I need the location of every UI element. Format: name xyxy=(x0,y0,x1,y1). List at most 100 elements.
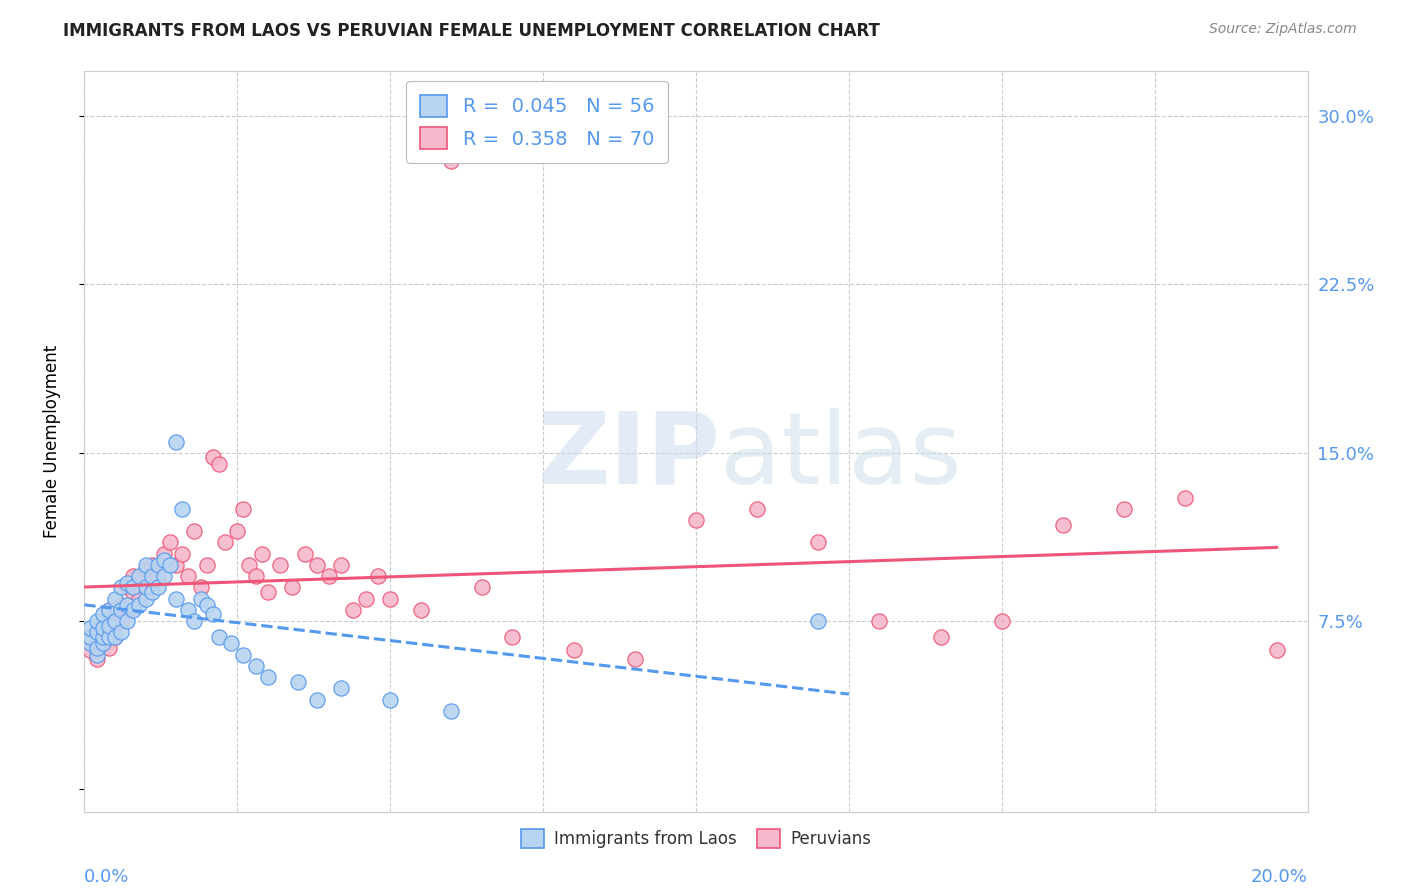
Point xyxy=(115,575,138,590)
Point xyxy=(86,652,108,666)
Point xyxy=(380,692,402,706)
Point xyxy=(562,643,585,657)
Point xyxy=(97,640,120,655)
Point xyxy=(86,614,108,628)
Point xyxy=(177,569,200,583)
Point xyxy=(104,630,127,644)
Point xyxy=(165,558,187,572)
Point xyxy=(104,614,127,628)
Point xyxy=(190,591,212,606)
Point xyxy=(354,591,377,606)
Point xyxy=(367,569,389,583)
Point xyxy=(97,603,120,617)
Point xyxy=(190,580,212,594)
Point xyxy=(869,614,891,628)
Point xyxy=(91,636,114,650)
Point xyxy=(238,558,260,572)
Point xyxy=(807,614,830,628)
Point xyxy=(195,599,218,613)
Text: 20.0%: 20.0% xyxy=(1251,868,1308,886)
Point xyxy=(201,607,224,622)
Point xyxy=(135,580,157,594)
Point xyxy=(91,630,114,644)
Point xyxy=(97,618,120,632)
Point xyxy=(807,535,830,549)
Point xyxy=(214,535,236,549)
Point xyxy=(128,591,150,606)
Point xyxy=(128,575,150,590)
Point xyxy=(141,569,163,583)
Point xyxy=(219,636,242,650)
Point xyxy=(287,674,309,689)
Point xyxy=(91,636,114,650)
Point xyxy=(183,524,205,539)
Point xyxy=(135,562,157,576)
Point xyxy=(159,558,181,572)
Point xyxy=(104,591,127,606)
Point xyxy=(146,580,169,594)
Point xyxy=(183,614,205,628)
Point xyxy=(141,585,163,599)
Point xyxy=(685,513,707,527)
Point xyxy=(122,580,145,594)
Point xyxy=(330,558,353,572)
Point xyxy=(245,569,267,583)
Point xyxy=(115,603,138,617)
Point xyxy=(128,569,150,583)
Point xyxy=(91,625,114,640)
Point xyxy=(342,603,364,617)
Point xyxy=(747,501,769,516)
Point xyxy=(135,580,157,594)
Point xyxy=(79,621,101,635)
Point xyxy=(79,643,101,657)
Point xyxy=(226,524,249,539)
Point xyxy=(440,704,463,718)
Text: IMMIGRANTS FROM LAOS VS PERUVIAN FEMALE UNEMPLOYMENT CORRELATION CHART: IMMIGRANTS FROM LAOS VS PERUVIAN FEMALE … xyxy=(63,22,880,40)
Point xyxy=(91,614,114,628)
Point xyxy=(104,630,127,644)
Point xyxy=(97,630,120,644)
Point xyxy=(141,575,163,590)
Point xyxy=(232,648,254,662)
Point xyxy=(380,591,402,606)
Point xyxy=(250,547,273,561)
Point xyxy=(153,569,176,583)
Point xyxy=(135,558,157,572)
Point xyxy=(440,154,463,169)
Point xyxy=(1052,517,1074,532)
Point xyxy=(305,692,328,706)
Point xyxy=(141,558,163,572)
Point xyxy=(115,599,138,613)
Point xyxy=(79,636,101,650)
Point xyxy=(104,603,127,617)
Point xyxy=(110,603,132,617)
Point xyxy=(409,603,432,617)
Point xyxy=(128,599,150,613)
Point xyxy=(146,558,169,572)
Point xyxy=(86,648,108,662)
Point xyxy=(165,591,187,606)
Point xyxy=(79,630,101,644)
Point xyxy=(146,569,169,583)
Text: Source: ZipAtlas.com: Source: ZipAtlas.com xyxy=(1209,22,1357,37)
Point xyxy=(153,547,176,561)
Point xyxy=(97,603,120,617)
Point xyxy=(330,681,353,696)
Point xyxy=(122,569,145,583)
Text: 0.0%: 0.0% xyxy=(84,868,129,886)
Point xyxy=(115,580,138,594)
Point xyxy=(257,585,280,599)
Point xyxy=(86,636,108,650)
Point xyxy=(305,558,328,572)
Point xyxy=(177,603,200,617)
Point xyxy=(195,558,218,572)
Text: ZIP: ZIP xyxy=(537,408,720,505)
Point xyxy=(79,630,101,644)
Point xyxy=(624,652,647,666)
Point xyxy=(294,547,316,561)
Point xyxy=(122,603,145,617)
Point xyxy=(172,547,194,561)
Point xyxy=(1174,491,1197,505)
Point xyxy=(1265,643,1288,657)
Point xyxy=(86,625,108,640)
